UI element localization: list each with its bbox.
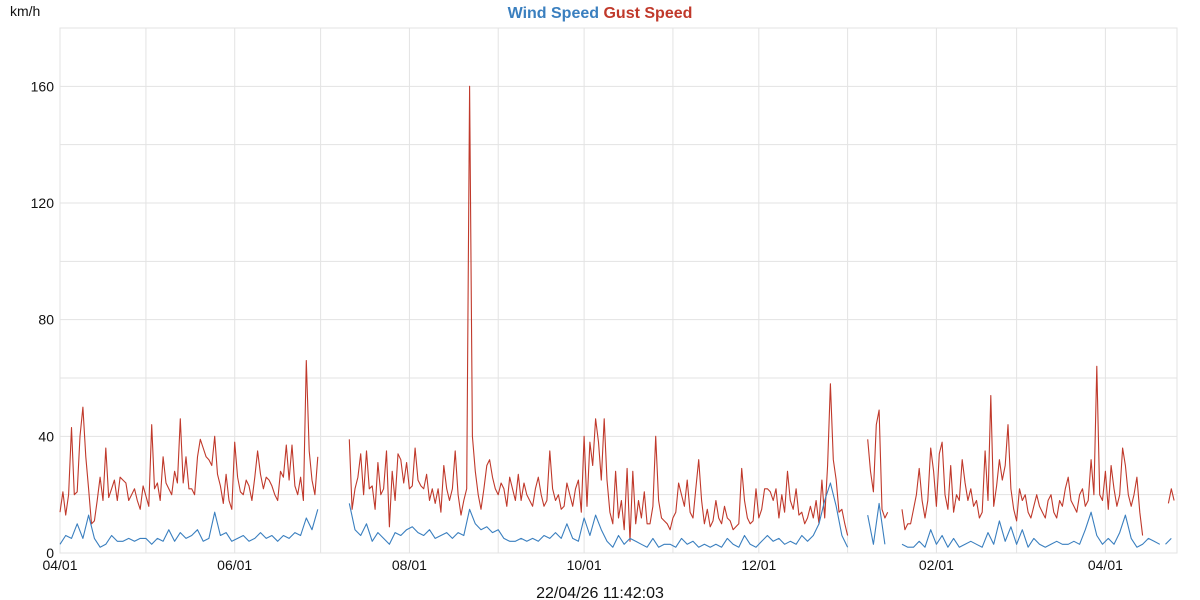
series-line-segment xyxy=(1167,488,1175,504)
y-tick-label: 40 xyxy=(38,428,54,444)
series-line-segment xyxy=(59,359,319,525)
plot-frame xyxy=(59,27,1178,554)
series-wind-speed xyxy=(59,482,1172,548)
x-tick-label: 02/01 xyxy=(919,557,954,573)
x-tick-label: 04/01 xyxy=(42,557,77,573)
y-tick-label: 160 xyxy=(31,78,55,94)
series-line-segment xyxy=(348,482,849,548)
grid xyxy=(59,27,1178,554)
axes: 0 40 80 120 160 04/01 06/01 08/01 10/01 12/01 02/0… xyxy=(31,78,1123,573)
series-line-segment xyxy=(901,511,1161,548)
x-tick-label: 06/01 xyxy=(217,557,252,573)
legend-wind-speed: Wind Speed xyxy=(508,5,599,22)
y-tick-label: 120 xyxy=(31,195,55,211)
legend: Wind Speed Gust Speed xyxy=(508,5,693,22)
series-line-segment xyxy=(348,85,849,542)
series-gust-speed xyxy=(59,85,1175,542)
series-line-segment xyxy=(901,365,1144,536)
x-tick-label: 08/01 xyxy=(392,557,427,573)
x-tick-label: 12/01 xyxy=(741,557,776,573)
y-tick-label: 0 xyxy=(46,545,54,561)
x-tick-label: 04/01 xyxy=(1088,557,1123,573)
timestamp-footer: 22/04/26 11:42:03 xyxy=(536,585,664,600)
series-line-segment xyxy=(1165,538,1172,545)
series-line-segment xyxy=(867,409,889,519)
series-layer xyxy=(59,85,1175,548)
legend-gust-speed: Gust Speed xyxy=(603,5,692,22)
series-line-segment xyxy=(867,502,886,545)
series-line-segment xyxy=(59,509,319,548)
x-tick-label: 10/01 xyxy=(567,557,602,573)
y-axis-unit-label: km/h xyxy=(10,3,40,19)
y-tick-label: 80 xyxy=(38,312,54,328)
